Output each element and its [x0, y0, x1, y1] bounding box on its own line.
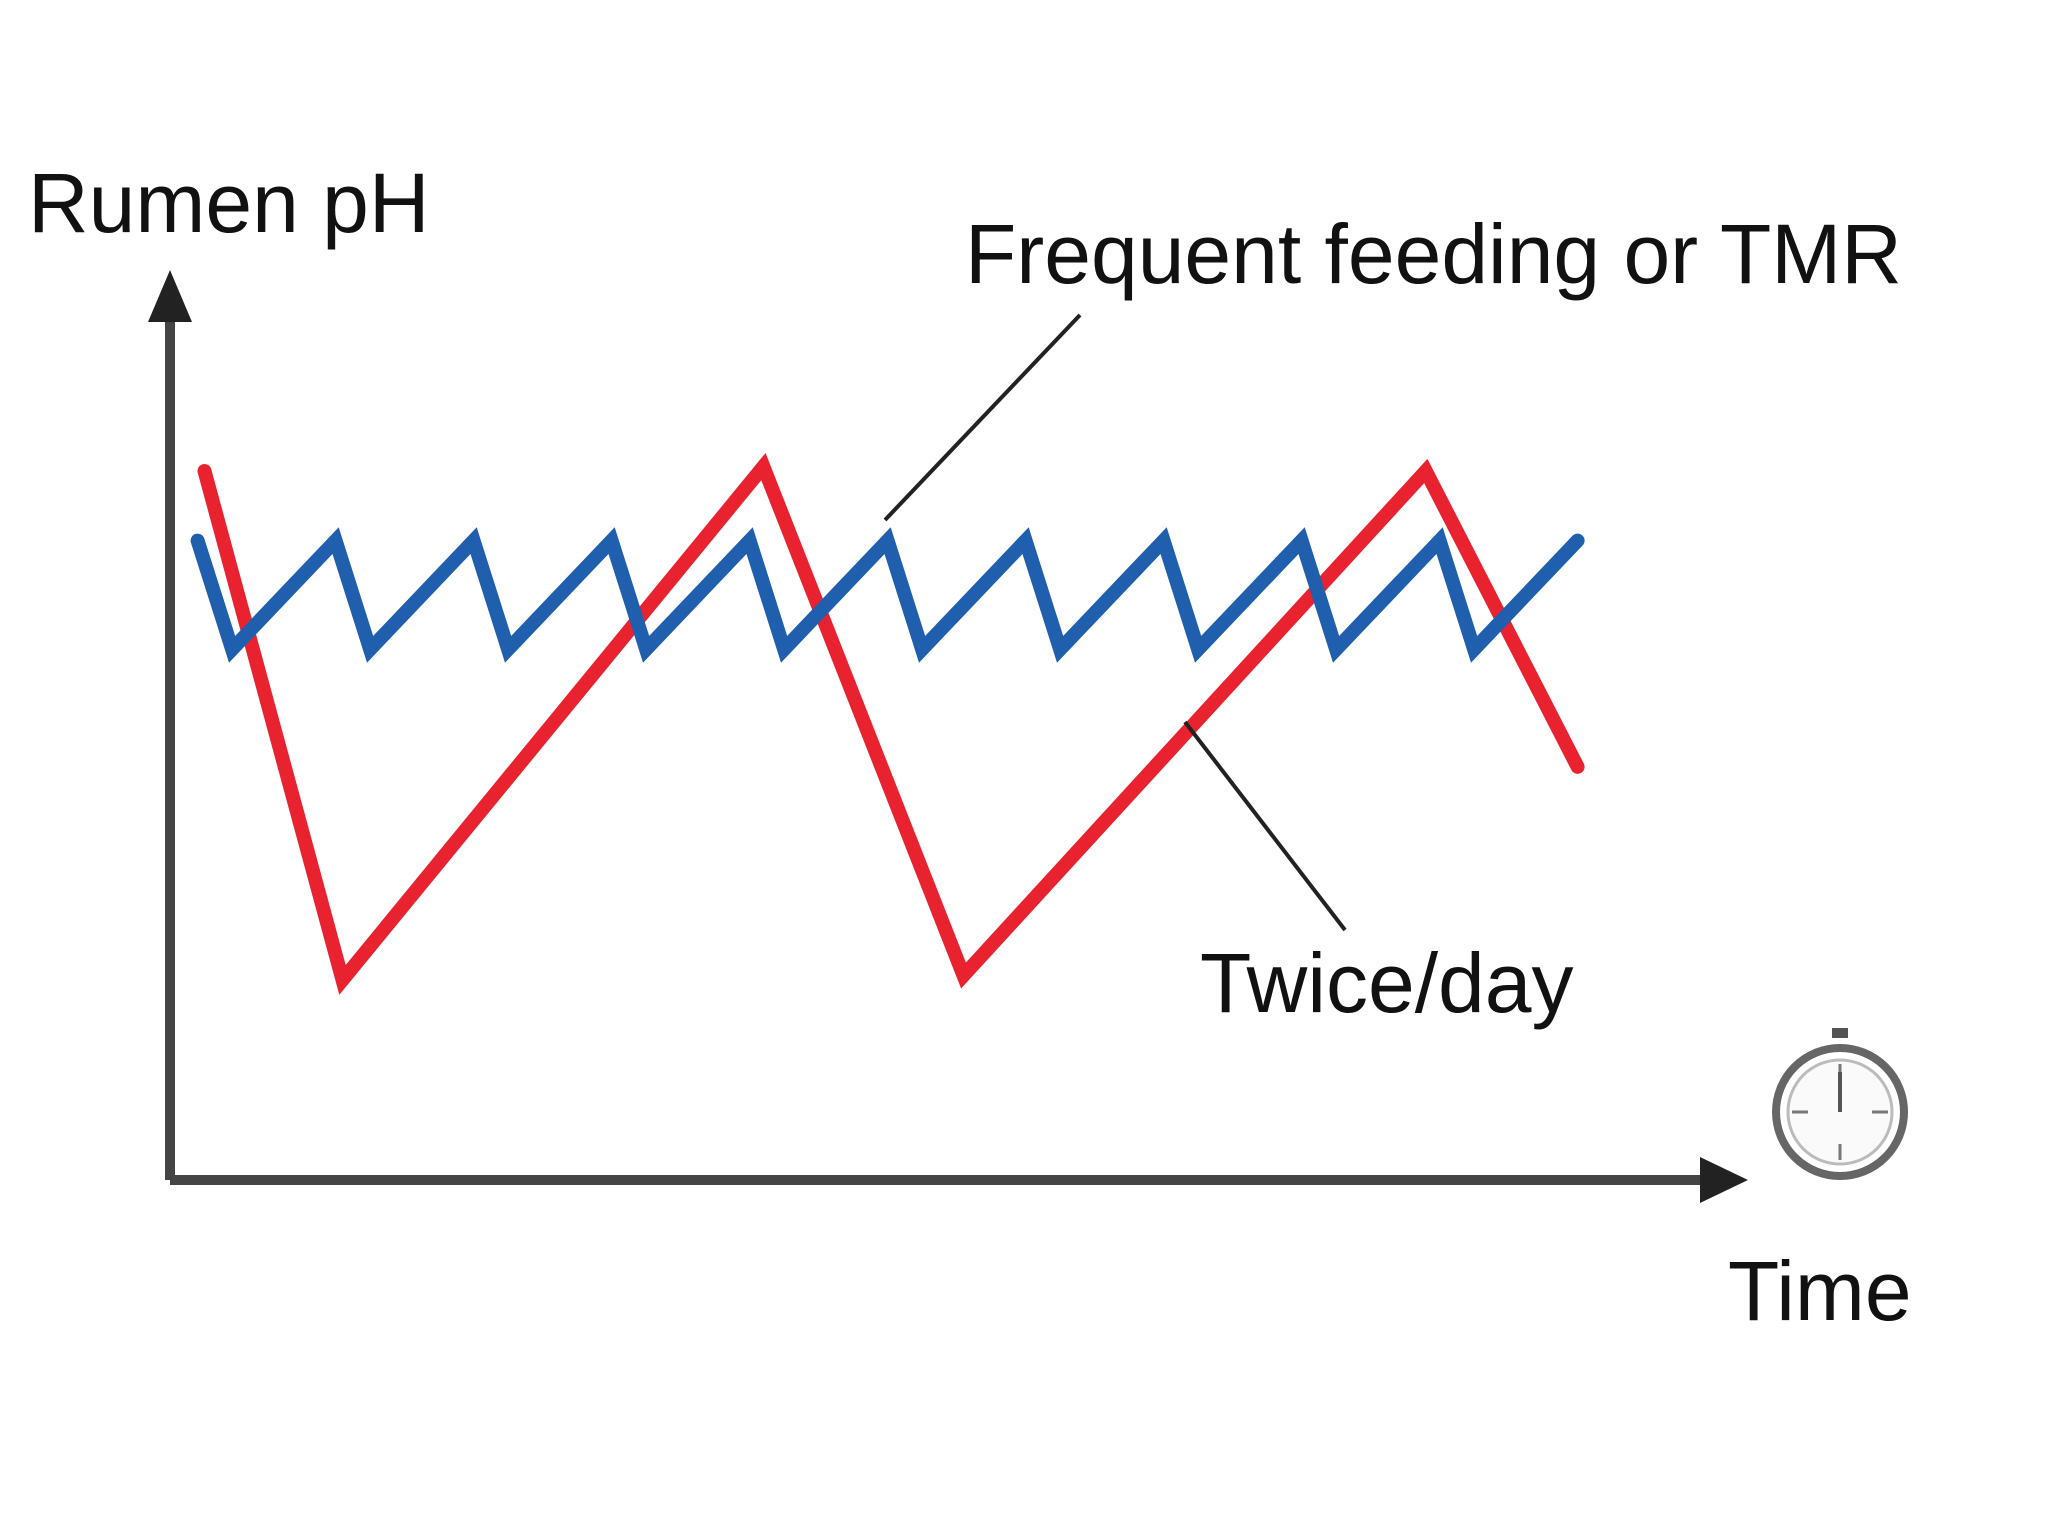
y-axis-arrow — [148, 270, 192, 322]
stopwatch-icon — [1772, 1028, 1908, 1180]
y-axis-label: Rumen pH — [28, 156, 430, 250]
series-line-frequent-feeding — [190, 527, 1585, 663]
leader-line-frequent — [883, 313, 1082, 522]
series-line-twice-per-day — [197, 452, 1585, 995]
annotation-frequent: Frequent feeding or TMR — [965, 207, 1902, 301]
leader-line-twice — [1183, 720, 1347, 932]
x-axis-label: Time — [1728, 1244, 1912, 1338]
x-axis-arrow — [1700, 1157, 1748, 1203]
annotation-twice: Twice/day — [1200, 936, 1574, 1030]
